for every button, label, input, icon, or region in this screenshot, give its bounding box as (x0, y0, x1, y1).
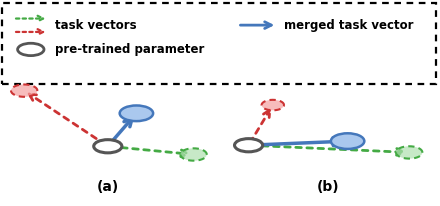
Circle shape (331, 133, 364, 149)
FancyBboxPatch shape (2, 3, 436, 84)
Circle shape (235, 139, 263, 152)
Circle shape (261, 100, 284, 110)
Text: (b): (b) (316, 180, 339, 194)
Text: merged task vector: merged task vector (284, 19, 413, 32)
Text: pre-trained parameter: pre-trained parameter (55, 43, 204, 56)
Circle shape (18, 43, 44, 56)
Circle shape (180, 148, 207, 161)
Circle shape (94, 140, 122, 153)
Circle shape (120, 105, 153, 121)
Circle shape (396, 146, 422, 159)
Circle shape (11, 84, 37, 97)
Text: (a): (a) (97, 180, 119, 194)
Text: task vectors: task vectors (55, 19, 137, 32)
